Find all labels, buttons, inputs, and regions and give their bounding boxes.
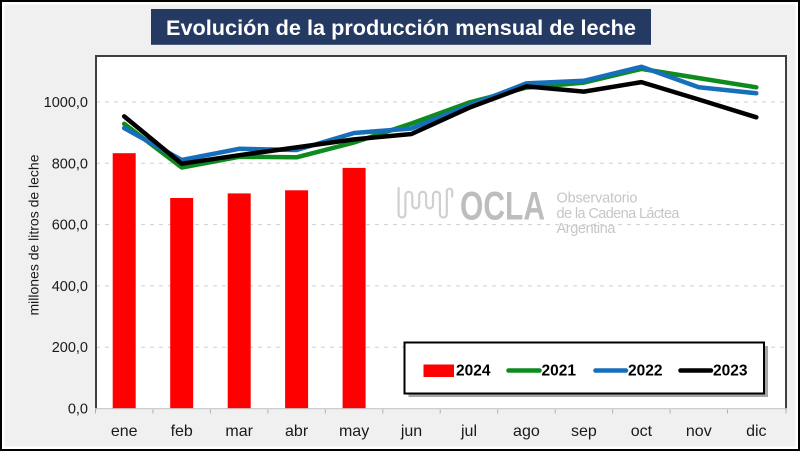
- svg-text:sep: sep: [571, 423, 597, 440]
- svg-text:400,0: 400,0: [52, 279, 88, 295]
- svg-text:0,0: 0,0: [68, 402, 88, 418]
- svg-text:2022: 2022: [628, 363, 662, 380]
- svg-text:jun: jun: [400, 423, 422, 440]
- svg-text:Argentina: Argentina: [557, 221, 617, 237]
- svg-text:200,0: 200,0: [52, 340, 88, 356]
- svg-text:jul: jul: [460, 423, 477, 440]
- svg-text:abr: abr: [285, 423, 309, 440]
- svg-text:ago: ago: [513, 423, 540, 440]
- svg-text:1000,0: 1000,0: [44, 95, 88, 111]
- svg-text:OCLA: OCLA: [460, 185, 545, 229]
- svg-text:ene: ene: [111, 423, 138, 440]
- svg-text:800,0: 800,0: [52, 156, 88, 172]
- svg-text:600,0: 600,0: [52, 218, 88, 234]
- svg-text:2024: 2024: [456, 363, 491, 380]
- svg-text:2023: 2023: [713, 363, 748, 380]
- svg-text:2021: 2021: [542, 363, 577, 380]
- svg-text:may: may: [339, 423, 369, 440]
- svg-text:feb: feb: [171, 423, 193, 440]
- svg-text:mar: mar: [225, 423, 253, 440]
- svg-text:millones de litros de leche: millones de litros de leche: [26, 154, 42, 315]
- svg-text:Observatorio: Observatorio: [557, 190, 638, 206]
- svg-text:dic: dic: [746, 423, 766, 440]
- svg-text:de la Cadena Láctea: de la Cadena Láctea: [557, 206, 681, 222]
- svg-text:oct: oct: [631, 423, 653, 440]
- svg-text:Evolución de la producción men: Evolución de la producción mensual de le…: [166, 16, 636, 40]
- svg-text:nov: nov: [686, 423, 712, 440]
